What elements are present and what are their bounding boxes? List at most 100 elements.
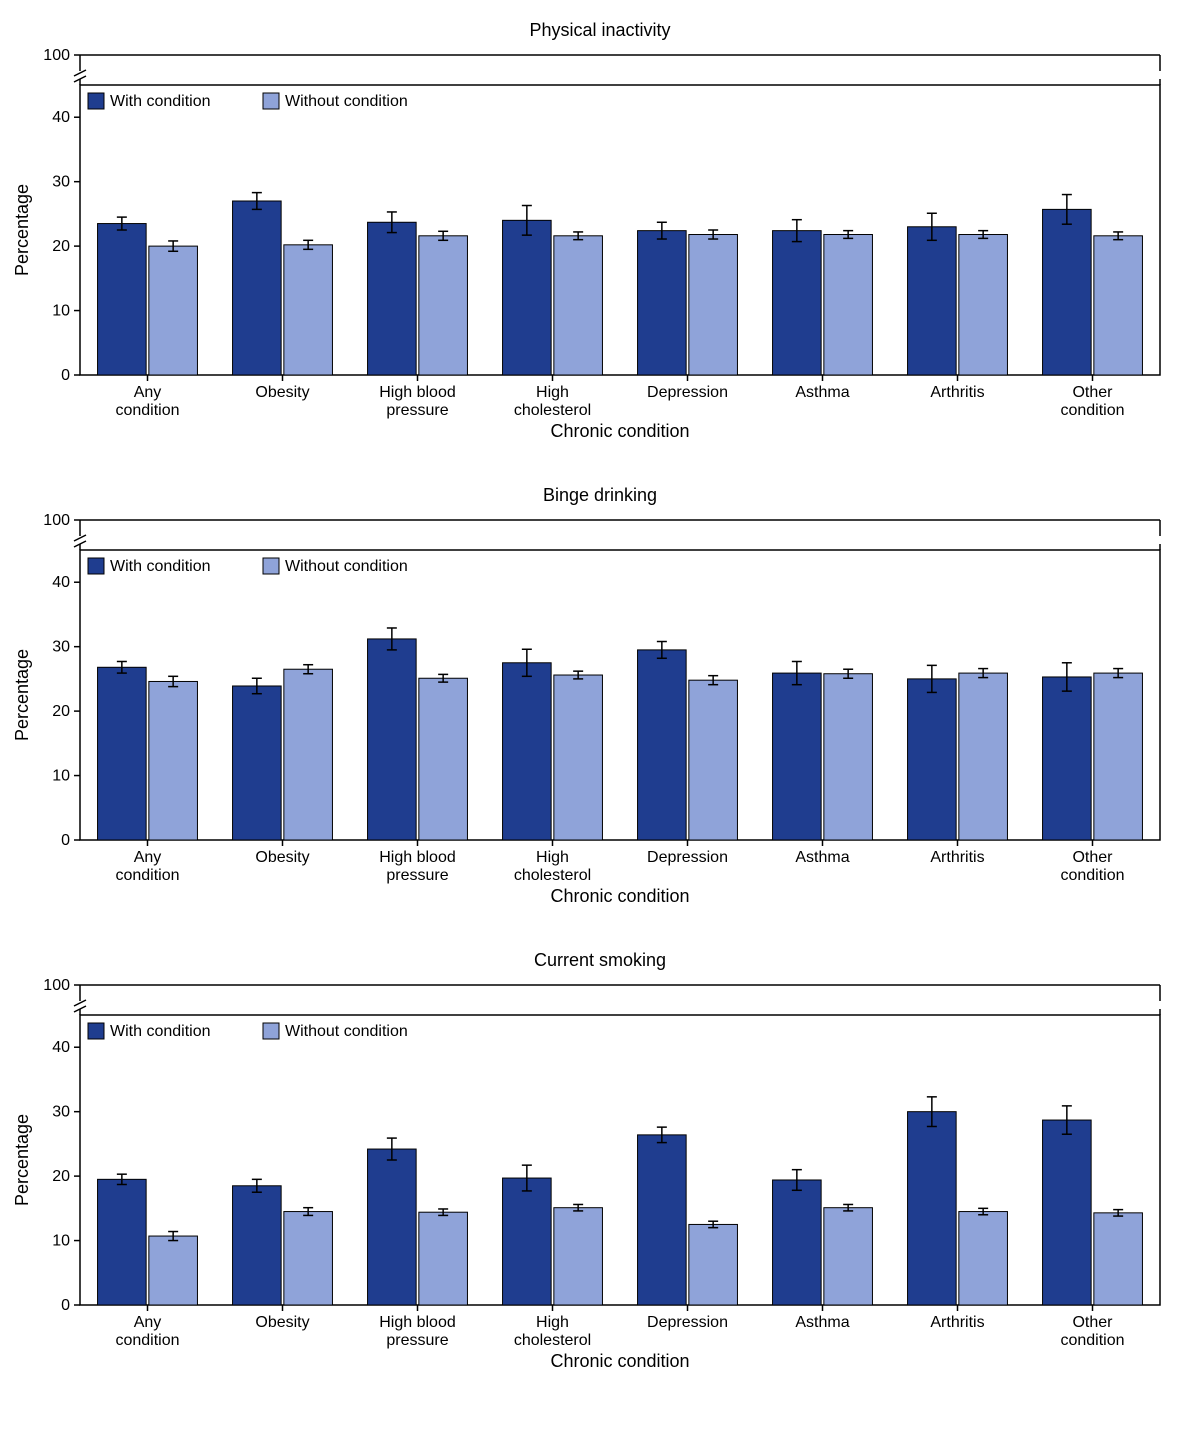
bar-with-condition xyxy=(638,231,687,375)
y-tick-label: 10 xyxy=(52,768,70,785)
category-label: High blood xyxy=(379,849,456,866)
bar-without-condition xyxy=(419,1212,468,1305)
bar-with-condition xyxy=(1043,209,1092,375)
bar-with-condition xyxy=(503,220,552,375)
y-axis-label: Percentage xyxy=(12,649,32,741)
category-label: Other xyxy=(1072,384,1113,401)
bar-with-condition xyxy=(638,1135,687,1305)
bar-without-condition xyxy=(419,678,468,840)
y-axis-label: Percentage xyxy=(12,184,32,276)
category-label: condition xyxy=(1060,402,1124,419)
bar-with-condition xyxy=(503,663,552,840)
bar-without-condition xyxy=(689,1224,738,1305)
y-tick-label: 40 xyxy=(52,574,70,591)
category-label: cholesterol xyxy=(514,402,591,419)
category-label: condition xyxy=(1060,1332,1124,1349)
chart-title: Current smoking xyxy=(10,950,1190,971)
bar-with-condition xyxy=(98,1179,147,1305)
category-label: pressure xyxy=(386,402,448,419)
chart-svg: 010203040100PercentageAnyconditionObesit… xyxy=(10,975,1170,1385)
legend-swatch xyxy=(88,558,104,574)
category-label: Any xyxy=(134,849,162,866)
category-label: Asthma xyxy=(795,384,849,401)
category-label: Depression xyxy=(647,1314,728,1331)
bar-with-condition xyxy=(773,673,822,840)
category-label: Obesity xyxy=(255,1314,309,1331)
bar-with-condition xyxy=(908,227,957,375)
category-label: Arthritis xyxy=(930,1314,984,1331)
bar-with-condition xyxy=(638,650,687,840)
bar-with-condition xyxy=(1043,677,1092,840)
bar-without-condition xyxy=(554,675,603,840)
y-tick-label: 100 xyxy=(43,977,70,994)
category-label: condition xyxy=(1060,867,1124,884)
category-label: condition xyxy=(115,867,179,884)
chart-panel: Physical inactivity010203040100Percentag… xyxy=(10,20,1190,455)
x-axis-label: Chronic condition xyxy=(550,421,689,441)
bar-with-condition xyxy=(908,1112,957,1305)
legend-swatch xyxy=(88,93,104,109)
legend-swatch xyxy=(263,1023,279,1039)
y-tick-label: 40 xyxy=(52,1039,70,1056)
bar-without-condition xyxy=(284,1212,333,1305)
y-tick-label: 30 xyxy=(52,1104,70,1121)
bar-without-condition xyxy=(284,669,333,840)
chart-svg: 010203040100PercentageAnyconditionObesit… xyxy=(10,45,1170,455)
bar-without-condition xyxy=(554,1208,603,1305)
bar-with-condition xyxy=(773,231,822,375)
category-label: Depression xyxy=(647,849,728,866)
category-label: High xyxy=(536,1314,569,1331)
bar-with-condition xyxy=(368,1149,417,1305)
bar-without-condition xyxy=(1094,236,1143,375)
category-label: Any xyxy=(134,1314,162,1331)
category-label: Other xyxy=(1072,849,1113,866)
chart-title: Binge drinking xyxy=(10,485,1190,506)
category-label: High xyxy=(536,849,569,866)
bar-with-condition xyxy=(773,1180,822,1305)
bar-without-condition xyxy=(689,235,738,375)
bar-without-condition xyxy=(959,673,1008,840)
bar-without-condition xyxy=(149,1236,198,1305)
y-tick-label: 20 xyxy=(52,238,70,255)
bar-without-condition xyxy=(149,681,198,840)
bar-without-condition xyxy=(824,1208,873,1305)
chart-panel: Binge drinking010203040100PercentageAnyc… xyxy=(10,485,1190,920)
x-axis-label: Chronic condition xyxy=(550,1351,689,1371)
y-tick-label: 20 xyxy=(52,1168,70,1185)
legend-label: With condition xyxy=(110,1023,211,1040)
y-tick-label: 20 xyxy=(52,703,70,720)
category-label: High blood xyxy=(379,384,456,401)
bar-with-condition xyxy=(233,1186,282,1305)
bar-without-condition xyxy=(284,245,333,375)
bar-with-condition xyxy=(1043,1120,1092,1305)
y-tick-label: 0 xyxy=(61,1297,70,1314)
y-tick-label: 10 xyxy=(52,303,70,320)
y-axis-label: Percentage xyxy=(12,1114,32,1206)
legend-label: Without condition xyxy=(285,1023,408,1040)
y-tick-label: 0 xyxy=(61,832,70,849)
legend-swatch xyxy=(88,1023,104,1039)
bar-without-condition xyxy=(1094,673,1143,840)
category-label: Other xyxy=(1072,1314,1113,1331)
bar-without-condition xyxy=(419,236,468,375)
legend-swatch xyxy=(263,558,279,574)
legend-label: Without condition xyxy=(285,93,408,110)
bar-without-condition xyxy=(959,1212,1008,1305)
bar-with-condition xyxy=(233,201,282,375)
bar-without-condition xyxy=(554,236,603,375)
bar-with-condition xyxy=(233,686,282,840)
legend-swatch xyxy=(263,93,279,109)
y-tick-label: 0 xyxy=(61,367,70,384)
category-label: Obesity xyxy=(255,849,309,866)
category-label: condition xyxy=(115,402,179,419)
y-tick-label: 100 xyxy=(43,512,70,529)
chart-svg: 010203040100PercentageAnyconditionObesit… xyxy=(10,510,1170,920)
category-label: Any xyxy=(134,384,162,401)
bar-without-condition xyxy=(1094,1213,1143,1305)
category-label: Asthma xyxy=(795,849,849,866)
bar-without-condition xyxy=(959,235,1008,375)
bar-with-condition xyxy=(368,639,417,840)
category-label: Arthritis xyxy=(930,849,984,866)
bar-with-condition xyxy=(368,222,417,375)
bar-without-condition xyxy=(689,680,738,840)
